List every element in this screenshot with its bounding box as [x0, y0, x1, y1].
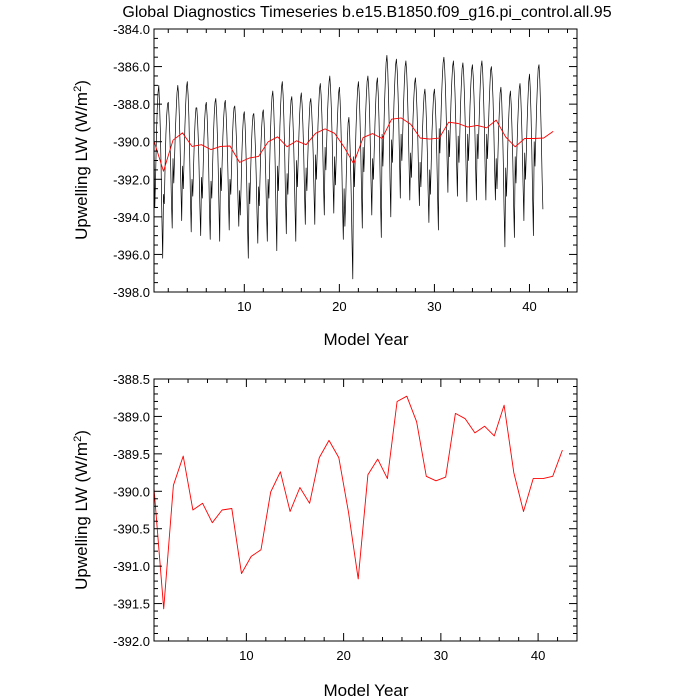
top-x-axis-title: Model Year	[323, 330, 408, 349]
bottom-y-axis-title-text: Upwelling LW (W/m	[72, 442, 91, 590]
top-y-axis-title-close: )	[72, 80, 91, 86]
chart-title: Global Diagnostics Timeseries b.e15.B185…	[122, 4, 611, 21]
top-y-axis-title-text: Upwelling LW (W/m	[72, 92, 91, 240]
top-y-tick-label: -384.0	[113, 22, 150, 37]
top-y-tick-label: -390.0	[113, 135, 150, 150]
bottom-plot-frame	[153, 378, 578, 642]
top-series-monthly-line	[153, 54, 544, 280]
top-x-tick-label: 40	[522, 299, 536, 314]
bottom-x-tick-label: 10	[239, 648, 253, 663]
bottom-x-axis-title: Model Year	[323, 681, 408, 700]
bottom-y-tick-label: -389.5	[113, 447, 150, 462]
bottom-plot: 10 20 30 40 -392.0 -391.5 -391.0 -390.5 -390.0 -3…	[113, 372, 578, 663]
top-y-tick-label: -392.0	[113, 172, 150, 187]
top-y-axis-title-sup: 2	[72, 86, 84, 92]
bottom-y-tick-label: -391.5	[113, 597, 150, 612]
bottom-y-tick-label: -390.0	[113, 484, 150, 499]
top-y-tick-label: -386.0	[113, 60, 150, 75]
top-y-axis-title: Upwelling LW (W/m2)	[72, 80, 91, 240]
top-plot-frame	[153, 28, 578, 293]
bottom-x-tick-label: 30	[434, 648, 448, 663]
bottom-y-tick-label: -392.0	[113, 634, 150, 649]
top-y-tick-label: -388.0	[113, 97, 150, 112]
top-y-tick-label: -396.0	[113, 247, 150, 262]
bottom-y-axis-title: Upwelling LW (W/m2)	[72, 430, 91, 590]
bottom-series-annual-line	[153, 395, 563, 610]
bottom-y-tick-label: -388.5	[113, 372, 150, 387]
bottom-y-axis-title-close: )	[72, 430, 91, 436]
top-series-annual-line	[153, 117, 554, 172]
bottom-y-tick-label: -391.0	[113, 559, 150, 574]
top-y-tick-label: -394.0	[113, 210, 150, 225]
bottom-x-tick-label: 20	[336, 648, 350, 663]
bottom-y-tick-label: -390.5	[113, 522, 150, 537]
bottom-y-axis-title-sup: 2	[72, 436, 84, 442]
bottom-x-tick-label: 40	[531, 648, 545, 663]
top-x-tick-label: 20	[332, 299, 346, 314]
top-x-tick-label: 30	[427, 299, 441, 314]
top-x-tick-label: 10	[237, 299, 251, 314]
top-plot: 10 20 30 40 -398.0 -396.0 -394.0 -392.0 -390.0 -3…	[113, 22, 578, 314]
top-y-tick-label: -398.0	[113, 285, 150, 300]
bottom-y-tick-label: -389.0	[113, 409, 150, 424]
